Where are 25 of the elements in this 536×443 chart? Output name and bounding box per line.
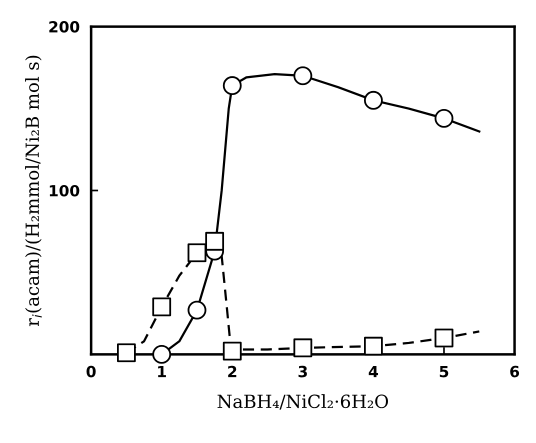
point (364, 336, 383, 356)
point (152, 297, 172, 316)
point (434, 108, 454, 128)
y-axis-title: r$_{i}$(acam)/(H₂mmol/Ni₂B mol s) (25, 56, 42, 326)
point (188, 243, 206, 262)
point (364, 90, 383, 110)
point (293, 66, 312, 86)
x-tick-label: 0 (86, 366, 96, 378)
y-tick-label: 100 (50, 184, 80, 197)
x-axis-title: NaBH₄/NiCl₂·6H₂O (218, 394, 388, 410)
point (205, 232, 224, 251)
point (152, 344, 172, 364)
point (293, 338, 312, 358)
x-tick-label: 3 (298, 366, 307, 378)
x-tick-label: 2 (228, 366, 236, 378)
point (116, 343, 136, 362)
x-tick-label: 1 (158, 366, 166, 378)
point (434, 328, 454, 348)
point (222, 76, 242, 95)
point (188, 300, 206, 320)
x-tick-label: 5 (440, 366, 448, 378)
x-tick-label: 4 (368, 366, 378, 378)
point (222, 342, 242, 361)
x-tick-label: 6 (510, 366, 520, 378)
y-tick-label: 200 (49, 21, 80, 33)
